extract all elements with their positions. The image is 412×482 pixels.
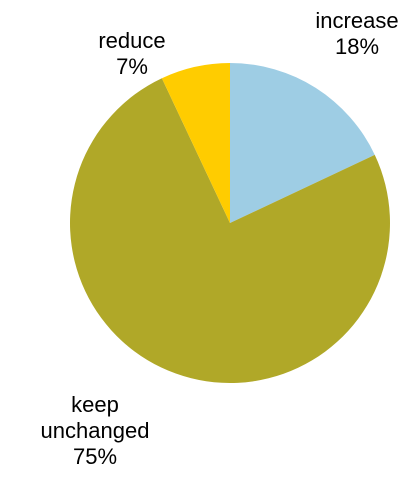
label-keep-percent: 75%: [72, 444, 118, 469]
label-increase-name: increase: [315, 8, 399, 33]
label-reduce-percent: 7%: [116, 54, 148, 79]
pie-slice-keep-unchanged: [69, 78, 390, 384]
label-reduce-name: reduce: [98, 28, 166, 53]
pie-slice-increase: [230, 63, 375, 223]
label-keep-unchanged: keep unchanged 75%: [20, 392, 170, 470]
label-keep-name-line2: unchanged: [40, 418, 150, 443]
label-reduce: reduce 7%: [72, 28, 192, 80]
label-keep-name-line1: keep: [71, 392, 119, 417]
label-increase-percent: 18%: [334, 34, 380, 59]
label-increase: increase 18%: [292, 8, 412, 60]
pie-slice-reduce: [161, 63, 230, 223]
